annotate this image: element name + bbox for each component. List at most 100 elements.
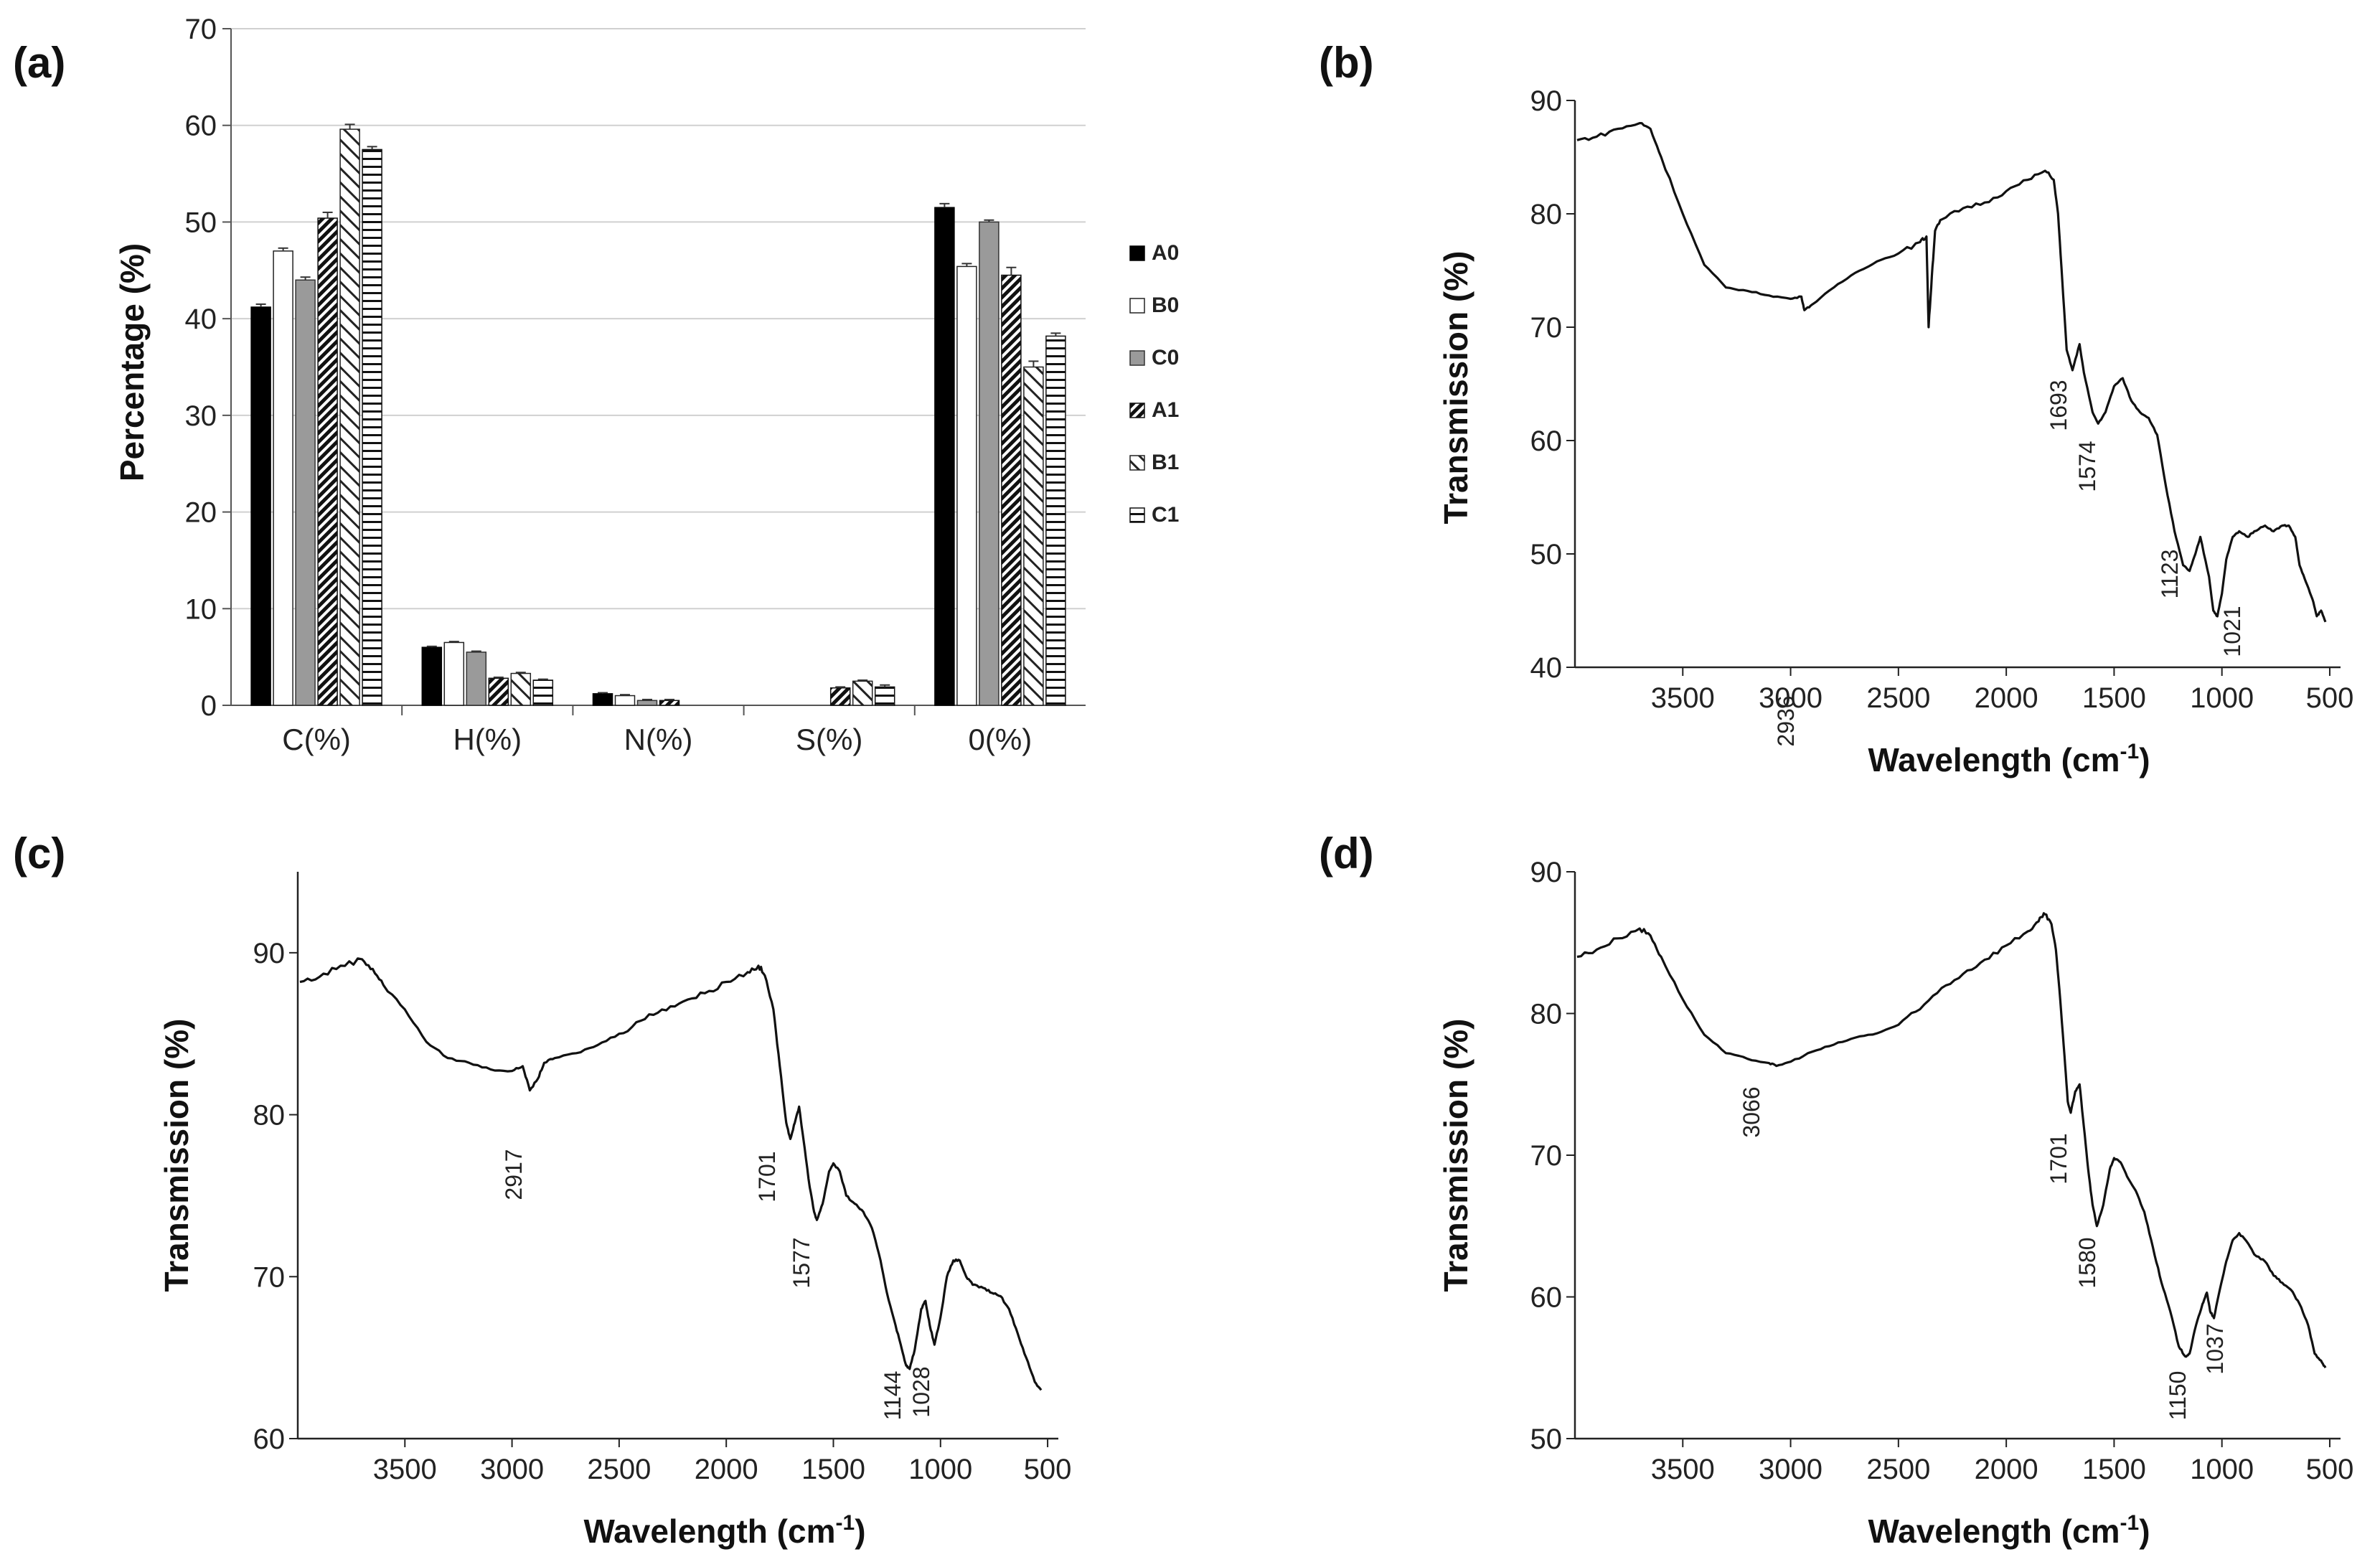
peak-annotation: 1123 [2157,550,2183,599]
a-bar-A1-4 [1001,274,1022,706]
a-bar-B0-4 [956,265,977,706]
a-y-axis-title: Percentage (%) [113,243,151,481]
peak-annotation: 1577 [789,1237,814,1288]
peak-annotation: 1574 [2074,441,2100,491]
y-tick-label: 60 [1530,425,1563,457]
y-tick-label: 70 [1530,312,1563,344]
x-tick-label: 2000 [1975,1454,2038,1485]
a-legend-label: A1 [1152,398,1179,422]
a-legend-swatch-A0 [1129,245,1145,261]
panel-label-d: (d) [1319,829,1374,878]
panel-label-b: (b) [1319,39,1374,87]
a-y-tick-label: 60 [185,110,217,142]
d-plot-area: 50 60 70 80 90 3500 3000 2500 2000 1500 1000 500 306… [1437,857,2353,1550]
x-axis-title-end: ) [2139,741,2150,778]
x-axis-title: Wavelength (cm-1) [1868,740,2150,778]
spectrum-line [1576,122,2327,623]
peak-annotation: 1701 [2046,1133,2071,1184]
a-category-label: H(%) [453,723,522,756]
panel-c-ftir-spectrum: (c) 60 70 80 90 3500 3000 2500 2000 1500 1000 500 2… [13,829,1071,1550]
y-tick-label: 50 [1530,1424,1563,1455]
x-tick-label: 3500 [1651,1454,1715,1485]
a-bar-C1-0 [362,149,382,706]
y-tick-label: 60 [253,1424,286,1455]
x-tick-label: 1000 [908,1454,972,1485]
a-bar-A0-4 [934,207,955,706]
y-axis-title: Transmission (%) [158,1019,195,1292]
a-category-label: C(%) [282,723,351,756]
x-tick-label: 3000 [1759,1454,1822,1485]
x-tick-label: 1500 [2082,682,2146,714]
a-bar-B0-2 [614,695,636,706]
y-tick-label: 90 [1530,85,1563,117]
a-legend-swatch-A1 [1129,403,1145,418]
a-bar-C0-2 [636,700,658,706]
panel-b-ftir-spectrum: (b) 40 50 60 70 80 90 3500 3000 2500 2000 1500 1000… [1319,39,2353,778]
a-bar-C0-4 [979,221,999,706]
a-bar-B1-4 [1023,366,1044,706]
a-tick-labels: 0 10 20 30 40 50 60 70 C(%) H(%) N(%) S(%) 0(%) [185,14,1033,756]
x-tick-label: 2500 [1866,1454,1930,1485]
peak-annotation: 2936 [1773,695,1799,746]
x-tick-label: 2000 [1975,682,2038,714]
y-tick-label: 60 [1530,1282,1563,1314]
a-bar-C0-1 [466,652,487,706]
a-bar-A0-0 [250,306,271,706]
x-axis-title-main: Wavelength (cm [583,1513,835,1550]
a-category-label: 0(%) [969,723,1033,756]
x-tick-label: 3500 [1651,682,1715,714]
a-legend-label: B1 [1152,451,1179,474]
peak-annotation: 1144 [880,1371,906,1421]
y-tick-label: 80 [253,1100,286,1132]
x-tick-label: 500 [1024,1454,1072,1485]
spectrum-line [299,957,1043,1391]
y-axis-title: Transmission (%) [1437,1019,1474,1292]
y-tick-label: 80 [1530,999,1563,1030]
a-legend-label: B0 [1152,293,1179,317]
a-legend-swatch-B0 [1129,298,1145,314]
peak-annotation: 1693 [2046,380,2071,431]
a-y-tick-label: 70 [185,14,217,45]
x-tick-label: 2500 [587,1454,651,1485]
a-legend-label: A0 [1152,241,1179,265]
peak-annotation: 1037 [2202,1323,2228,1374]
a-bar-B1-0 [339,128,360,706]
a-bar-C1-3 [874,686,895,706]
x-axis-title-superscript: -1 [2120,1511,2140,1535]
x-axis-title-superscript: -1 [836,1511,855,1535]
peak-annotation: 1150 [2165,1371,2191,1421]
a-bar-B0-1 [443,641,465,706]
a-y-tick-label: 40 [185,304,217,335]
a-bar-C1-1 [532,679,554,706]
x-axis-title-end: ) [2139,1513,2150,1550]
a-legend-swatch-C1 [1129,507,1145,523]
x-axis-title-end: ) [855,1513,865,1550]
a-y-tick-label: 10 [185,593,217,625]
a-legend-swatch-B1 [1129,455,1145,471]
a-legend: A0 B0 C0 A1 B1 C1 [1129,241,1179,527]
b-plot-area: 40 50 60 70 80 90 3500 3000 2500 2000 1500 1000 500 2… [1437,85,2353,778]
x-axis-title: Wavelength (cm-1) [583,1511,865,1550]
y-tick-label: 50 [1530,539,1563,570]
c-plot-area: 60 70 80 90 3500 3000 2500 2000 1500 1000 500 2917 1… [158,872,1071,1550]
a-bar-B0-0 [273,250,293,706]
a-bar-A1-1 [488,677,509,706]
peak-annotation: 1021 [2219,606,2245,657]
x-tick-label: 3500 [373,1454,437,1485]
a-legend-label: C1 [1152,503,1179,527]
peak-annotation: 2917 [501,1149,527,1200]
x-tick-label: 1000 [2190,1454,2254,1485]
a-bar-B1-1 [510,672,532,706]
x-axis-title-main: Wavelength (cm [1868,741,2120,778]
a-bar-A0-1 [421,646,443,706]
a-bar-C0-0 [295,279,316,706]
a-category-label: S(%) [796,723,862,756]
panel-label-c: (c) [13,829,65,878]
a-bar-A1-2 [659,700,680,706]
x-axis-title-superscript: -1 [2120,740,2140,763]
y-tick-label: 70 [1530,1140,1563,1172]
a-legend-label: C0 [1152,346,1179,370]
y-axis-title: Transmission (%) [1437,251,1474,525]
a-y-tick-label: 20 [185,497,217,529]
